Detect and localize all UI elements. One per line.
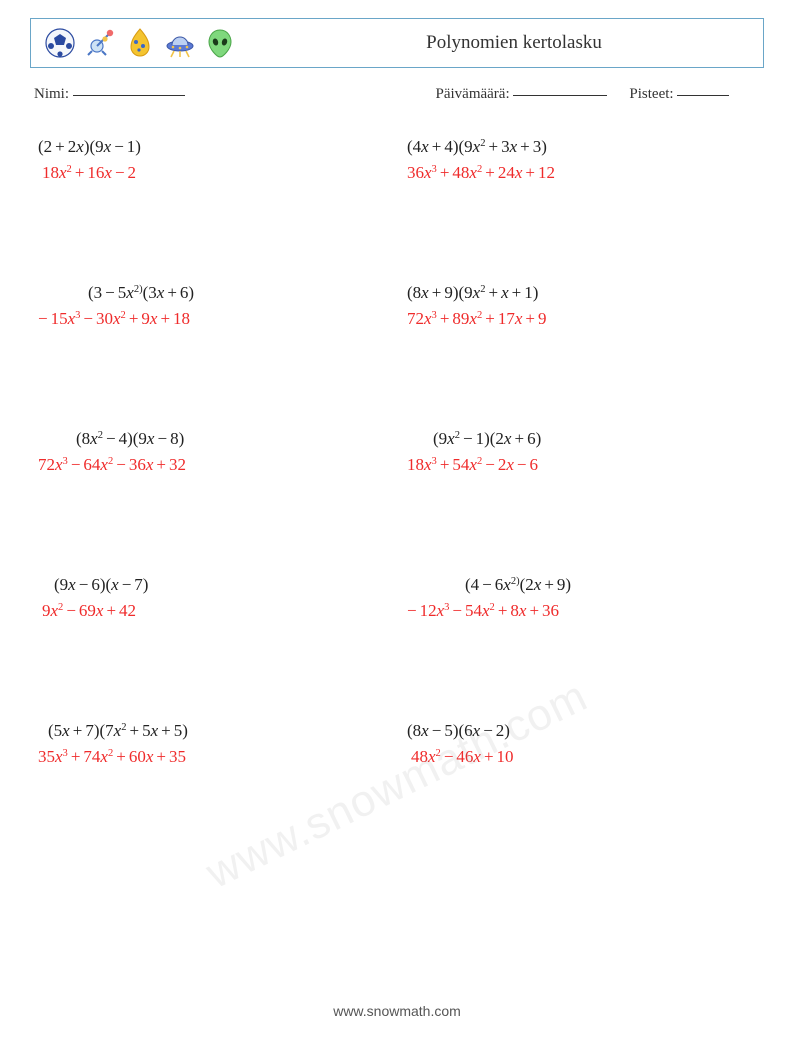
alien-icon xyxy=(203,26,237,60)
problem-expression: (2+2x)(9x−1) xyxy=(38,137,387,157)
date-blank xyxy=(513,95,607,96)
problem-cell: (4x+4)(9x2+3x+3) 36x3+48x2+24x+12 xyxy=(407,137,756,183)
problem-expression: (8x−5)(6x−2) xyxy=(407,721,756,741)
date-label: Päivämäärä: xyxy=(436,86,510,102)
header-box: Polynomien kertolasku xyxy=(30,18,764,68)
score-blank xyxy=(677,95,729,96)
problem-answer: 18x2+16x−2 xyxy=(38,163,387,183)
problem-expression: (9x2−1)(2x+6) xyxy=(407,429,756,449)
problem-cell: (2+2x)(9x−1) 18x2+16x−2 xyxy=(38,137,387,183)
problem-expression: (9x−6)(x−7) xyxy=(38,575,387,595)
ufo-icon xyxy=(163,26,197,60)
icon-row xyxy=(43,26,237,60)
problem-expression: (8x+9)(9x2+x+1) xyxy=(407,283,756,303)
problem-cell: (4−6x2)(2x+9) −12x3−54x2+8x+36 xyxy=(407,575,756,621)
soccer-ball-icon xyxy=(43,26,77,60)
problem-answer: 36x3+48x2+24x+12 xyxy=(407,163,756,183)
problem-expression: (4x+4)(9x2+3x+3) xyxy=(407,137,756,157)
date-field: Päivämäärä: xyxy=(436,86,608,103)
problem-expression: (8x2−4)(9x−8) xyxy=(38,429,387,449)
score-label: Pisteet: xyxy=(629,86,673,102)
footer-url: www.snowmath.com xyxy=(0,1003,794,1019)
problem-expression: (4−6x2)(2x+9) xyxy=(407,575,756,595)
problem-cell: (9x2−1)(2x+6) 18x3+54x2−2x−6 xyxy=(407,429,756,475)
problem-cell: (8x−5)(6x−2) 48x2−46x+10 xyxy=(407,721,756,767)
problem-expression: (5x+7)(7x2+5x+5) xyxy=(38,721,387,741)
problem-answer: 18x3+54x2−2x−6 xyxy=(407,455,756,475)
name-blank xyxy=(73,95,185,96)
score-field: Pisteet: xyxy=(629,86,729,103)
problem-answer: 72x3+89x2+17x+9 xyxy=(407,309,756,329)
problem-cell: (8x+9)(9x2+x+1) 72x3+89x2+17x+9 xyxy=(407,283,756,329)
problem-answer: −15x3−30x2+9x+18 xyxy=(38,309,387,329)
problem-cell: (3−5x2)(3x+6) −15x3−30x2+9x+18 xyxy=(38,283,387,329)
problem-answer: 35x3+74x2+60x+35 xyxy=(38,747,387,767)
problems-grid: (2+2x)(9x−1) 18x2+16x−2 (4x+4)(9x2+3x+3) 36… xyxy=(30,137,764,767)
name-label: Nimi: xyxy=(34,86,69,102)
problem-answer: 9x2−69x+42 xyxy=(38,601,387,621)
problem-cell: (8x2−4)(9x−8) 72x3−64x2−36x+32 xyxy=(38,429,387,475)
problem-answer: 48x2−46x+10 xyxy=(407,747,756,767)
problem-cell: (9x−6)(x−7) 9x2−69x+42 xyxy=(38,575,387,621)
problem-expression: (3−5x2)(3x+6) xyxy=(38,283,387,303)
satellite-icon xyxy=(83,26,117,60)
flame-drop-icon xyxy=(123,26,157,60)
name-field: Nimi: xyxy=(34,86,436,103)
worksheet-title: Polynomien kertolasku xyxy=(297,32,731,54)
meta-row: Nimi: Päivämäärä: Pisteet: xyxy=(34,86,764,103)
problem-answer: −12x3−54x2+8x+36 xyxy=(407,601,756,621)
problem-cell: (5x+7)(7x2+5x+5) 35x3+74x2+60x+35 xyxy=(38,721,387,767)
problem-answer: 72x3−64x2−36x+32 xyxy=(38,455,387,475)
